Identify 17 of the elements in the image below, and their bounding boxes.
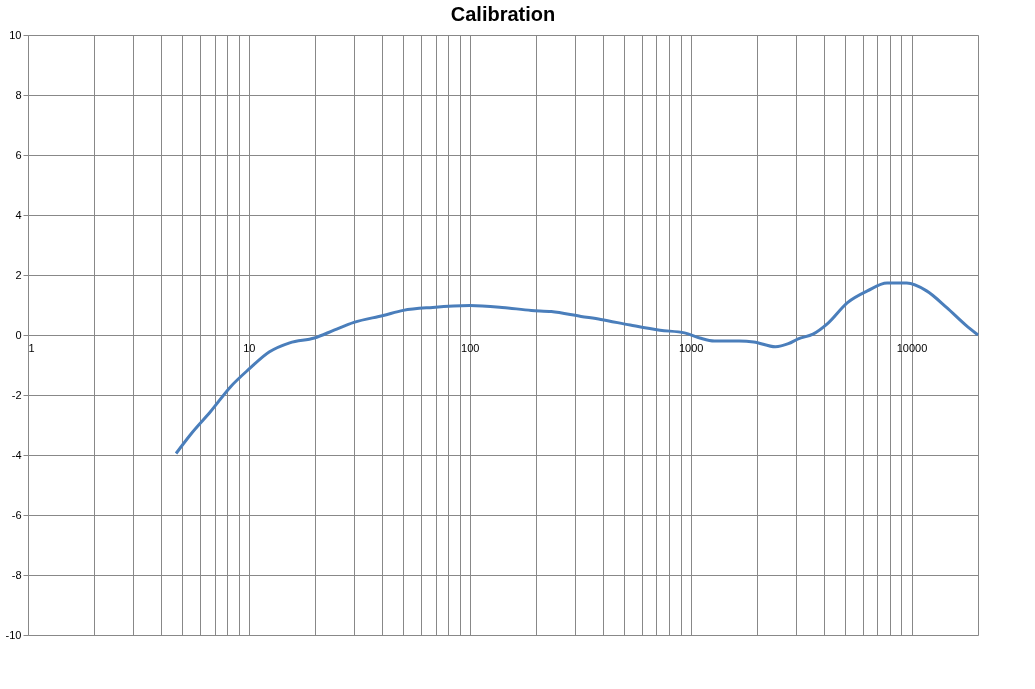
y-tick-label: 2 bbox=[15, 268, 22, 281]
y-tick-label: 0 bbox=[15, 328, 22, 341]
y-tick-label: -2 bbox=[11, 388, 22, 401]
x-tick-label: 10 bbox=[243, 341, 256, 354]
chart-title: Calibration bbox=[450, 3, 556, 25]
y-tick-label: 6 bbox=[15, 148, 22, 161]
x-tick-label: 10000 bbox=[896, 341, 928, 354]
x-tick-label: 1 bbox=[28, 341, 35, 354]
y-tick-label: 10 bbox=[9, 28, 22, 41]
y-tick-label: -4 bbox=[11, 448, 22, 461]
y-tick-label: -8 bbox=[11, 568, 22, 581]
y-tick-label: 8 bbox=[15, 88, 22, 101]
y-tick-label: -10 bbox=[5, 628, 22, 641]
y-tick-label: -6 bbox=[11, 508, 22, 521]
x-tick-label: 1000 bbox=[678, 341, 704, 354]
y-tick-label: 4 bbox=[15, 208, 22, 221]
x-tick-label: 100 bbox=[461, 341, 480, 354]
